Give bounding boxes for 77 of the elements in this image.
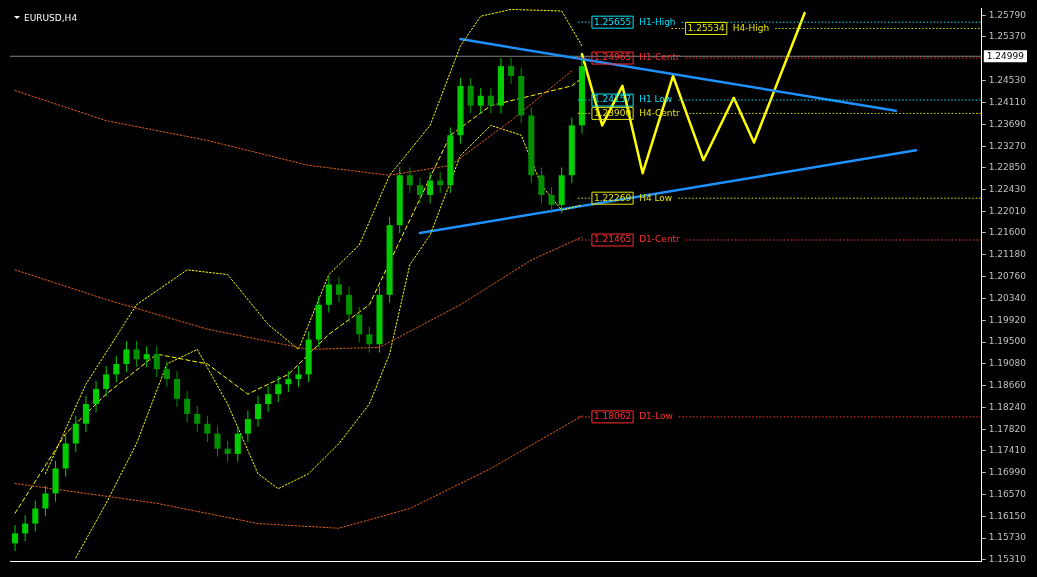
candlestick <box>123 340 130 373</box>
candlestick <box>346 286 353 323</box>
candlestick <box>143 345 150 368</box>
candlestick <box>173 370 181 408</box>
y-tick-label: 1.19500 <box>988 336 1027 347</box>
y-tick-label: 1.24110 <box>988 96 1027 107</box>
candlestick <box>265 385 272 413</box>
candlestick <box>234 425 241 463</box>
candlestick <box>254 395 262 428</box>
candlestick <box>548 186 555 214</box>
candlestick <box>82 395 89 433</box>
candlestick <box>416 176 424 204</box>
ref-line-label: 1.21465 D1-Centr <box>593 234 681 245</box>
candlestick <box>12 524 19 552</box>
candlestick <box>275 375 282 403</box>
y-tick-label: 1.17820 <box>988 423 1027 434</box>
candlestick <box>153 345 160 378</box>
candlestick <box>42 485 49 517</box>
candlestick <box>538 166 545 204</box>
candlestick <box>477 87 484 114</box>
y-tick-label: 1.20340 <box>988 292 1027 303</box>
y-tick-label: 1.25790 <box>988 9 1027 20</box>
text: EURUSD,H4 <box>24 12 78 23</box>
y-tick-label: 1.19920 <box>988 314 1027 325</box>
candlestick <box>356 306 363 343</box>
y-tick-label: 1.21600 <box>988 227 1027 238</box>
candlestick <box>93 380 100 413</box>
y-tick-label: 1.18660 <box>988 380 1027 391</box>
candlestick <box>163 360 170 388</box>
candlestick <box>103 365 110 398</box>
candlestick <box>295 365 302 388</box>
y-tick-label: 1.15730 <box>988 532 1027 543</box>
candlestick <box>224 440 231 463</box>
candlestick <box>244 410 251 443</box>
candlestick <box>194 405 201 433</box>
candlestick <box>467 77 474 114</box>
candlestick <box>184 390 191 423</box>
y-tick-label: 1.15310 <box>988 554 1027 565</box>
candlestick <box>487 87 494 114</box>
line-series <box>14 415 583 529</box>
candlestick <box>325 276 332 314</box>
candlestick <box>32 500 39 532</box>
y-tick-label: 1.22010 <box>988 206 1027 216</box>
candlestick <box>508 57 515 85</box>
candlestick <box>406 166 413 194</box>
candlestick <box>133 340 140 368</box>
candlestick <box>437 171 444 194</box>
y-tick-label: 1.16150 <box>988 510 1027 521</box>
candlestick <box>22 514 29 542</box>
y-tick-label: 1.22430 <box>988 184 1027 195</box>
y-tick-label: 1.25370 <box>988 31 1027 42</box>
candlestick <box>214 425 221 458</box>
candlestick <box>285 370 292 393</box>
candlestick <box>72 415 79 453</box>
y-tick-label: 1.18240 <box>988 401 1027 412</box>
y-tick-label: 1.19080 <box>988 358 1027 369</box>
y-tick-label: 1.16570 <box>988 488 1027 499</box>
candlestick <box>204 415 211 443</box>
y-tick-label: 1.23270 <box>988 140 1027 151</box>
line-series <box>14 70 573 176</box>
y-tick-label: 1.21180 <box>988 249 1027 260</box>
line-series <box>14 236 583 350</box>
candlestick <box>427 171 434 204</box>
y-tick-label: 1.24530 <box>988 75 1027 85</box>
y-tick-label: 1.22850 <box>988 162 1027 173</box>
y-tick-label: 1.20760 <box>988 270 1027 281</box>
y-tick-label: 1.16990 <box>988 466 1027 477</box>
ref-line-label: 1.24999 <box>986 50 1025 61</box>
y-tick-label: 1.17410 <box>988 445 1027 456</box>
ref-line-label: 1.25655 H1-High <box>593 16 676 27</box>
y-tick-label: 1.23690 <box>988 118 1027 129</box>
ref-line-label: 1.25534 H4-High <box>687 22 770 33</box>
ref-line-label: 1.18062 D1-Low <box>593 411 673 422</box>
candlestick <box>113 355 120 383</box>
candlestick <box>335 276 343 304</box>
candlestick <box>366 326 373 354</box>
ref-line-label: 1.24965 H1-Centr <box>593 52 680 63</box>
